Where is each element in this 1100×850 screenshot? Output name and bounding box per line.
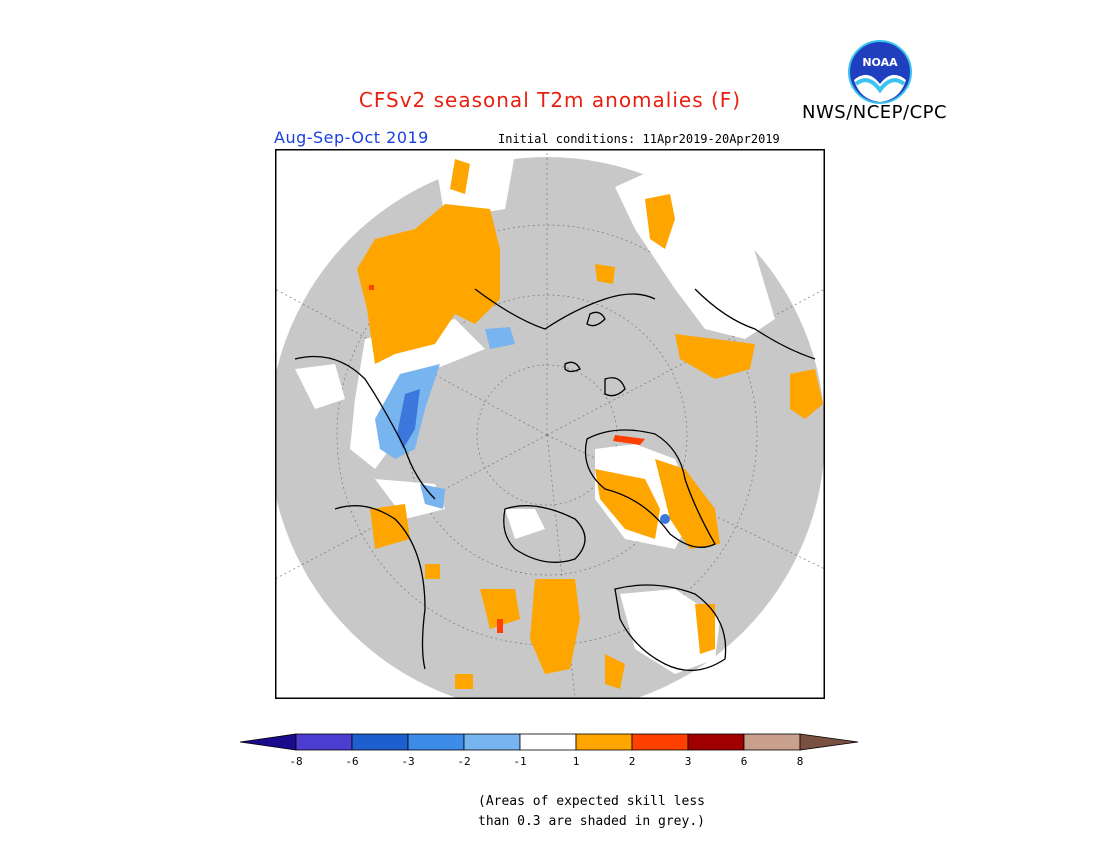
legend-tick-label: -1 — [513, 755, 526, 768]
legend-swatch-5 — [519, 733, 577, 751]
skill-note-line-1: (Areas of expected skill less — [478, 794, 705, 809]
map-title: CFSv2 seasonal T2m anomalies (F) — [358, 88, 742, 112]
skill-note-line-2: than 0.3 are shaded in grey.) — [478, 814, 705, 829]
skill-note: (Areas of expected skill less than 0.3 a… — [478, 792, 738, 832]
colder-regions — [397, 389, 670, 524]
legend-swatch-9 — [743, 733, 801, 751]
legend-tick-label: 8 — [797, 755, 804, 768]
agency-label: NWS/NCEP/CPC — [802, 102, 948, 123]
legend-swatch-3 — [407, 733, 465, 751]
initial-conditions: Initial conditions: 11Apr2019-20Apr2019 — [498, 132, 780, 146]
legend-tick-label: 2 — [629, 755, 636, 768]
legend-tick-label: 3 — [685, 755, 692, 768]
forecast-period: Aug-Sep-Oct 2019 — [274, 128, 429, 147]
legend-tick-label: -8 — [289, 755, 302, 768]
legend-swatch-4 — [463, 733, 521, 751]
warm-regions — [357, 159, 823, 689]
legend-swatch-7 — [631, 733, 689, 751]
color-legend: -8 -6 -3 -2 -1 1 2 3 6 8 — [239, 733, 859, 768]
legend-tick-label: 1 — [573, 755, 580, 768]
noaa-logo: NOAA — [848, 40, 912, 104]
polar-map — [275, 149, 825, 699]
legend-swatch-0 — [239, 733, 297, 751]
map-frame — [275, 149, 825, 699]
legend-swatch-6 — [575, 733, 633, 751]
legend-tick-label: -3 — [401, 755, 414, 768]
legend-tick-label: 6 — [741, 755, 748, 768]
logo-text: NOAA — [862, 56, 898, 69]
legend-swatch-8 — [687, 733, 745, 751]
legend-swatch-2 — [351, 733, 409, 751]
hot-spots — [369, 285, 645, 633]
legend-swatch-10 — [799, 733, 859, 751]
coastlines — [294, 288, 816, 672]
legend-tick-label: -2 — [457, 755, 470, 768]
legend-swatch-1 — [295, 733, 353, 751]
legend-tick-label: -6 — [345, 755, 358, 768]
